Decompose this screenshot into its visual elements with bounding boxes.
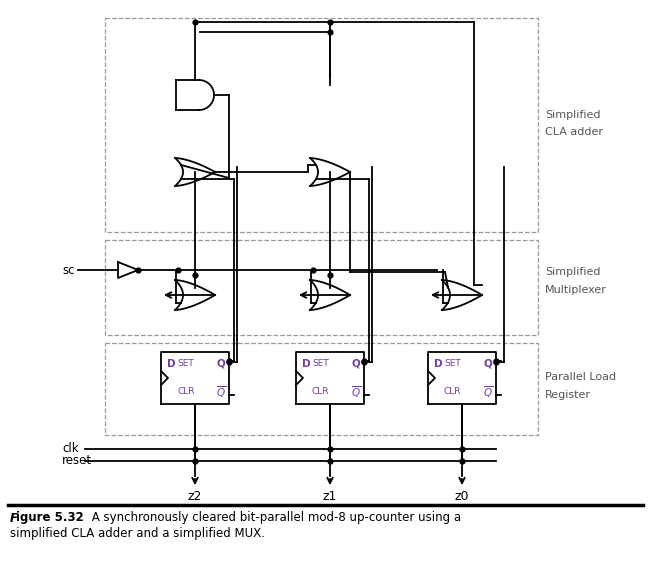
Text: z1: z1	[323, 489, 337, 502]
Polygon shape	[175, 158, 215, 186]
Text: Q: Q	[352, 359, 361, 369]
Polygon shape	[310, 158, 350, 186]
Text: CLA adder: CLA adder	[545, 127, 603, 137]
Text: z2: z2	[187, 489, 202, 502]
Text: sc: sc	[62, 263, 74, 276]
Polygon shape	[428, 352, 496, 404]
Text: Simplified: Simplified	[545, 110, 600, 120]
Text: CLR: CLR	[444, 388, 462, 397]
Text: D: D	[167, 359, 176, 369]
Polygon shape	[442, 280, 482, 310]
Text: A synchronously cleared bit-parallel mod-8 up-counter using a: A synchronously cleared bit-parallel mod…	[88, 511, 461, 524]
Text: simplified CLA adder and a simplified MUX.: simplified CLA adder and a simplified MU…	[10, 527, 265, 540]
Polygon shape	[175, 280, 215, 310]
Text: F: F	[10, 511, 18, 524]
Text: SET: SET	[177, 359, 194, 368]
Text: Q: Q	[484, 359, 492, 369]
Text: igure 5.32: igure 5.32	[16, 511, 84, 524]
Polygon shape	[296, 352, 364, 404]
Text: Multiplexer: Multiplexer	[545, 285, 607, 295]
Polygon shape	[310, 280, 350, 310]
Text: $\overline{Q}$: $\overline{Q}$	[351, 384, 361, 400]
Polygon shape	[176, 80, 214, 110]
Text: Register: Register	[545, 390, 591, 400]
Polygon shape	[161, 352, 229, 404]
Text: SET: SET	[444, 359, 461, 368]
Polygon shape	[118, 262, 138, 278]
Text: $\overline{Q}$: $\overline{Q}$	[483, 384, 493, 400]
Text: SET: SET	[312, 359, 329, 368]
Text: D: D	[434, 359, 443, 369]
Text: clk: clk	[62, 442, 79, 455]
Text: D: D	[302, 359, 311, 369]
Text: z0: z0	[455, 489, 469, 502]
Text: $\overline{Q}$: $\overline{Q}$	[216, 384, 226, 400]
Text: Q: Q	[217, 359, 225, 369]
Text: CLR: CLR	[177, 388, 195, 397]
Text: Parallel Load: Parallel Load	[545, 372, 616, 382]
Text: CLR: CLR	[312, 388, 329, 397]
Text: reset: reset	[62, 454, 92, 467]
Text: Simplified: Simplified	[545, 267, 600, 277]
